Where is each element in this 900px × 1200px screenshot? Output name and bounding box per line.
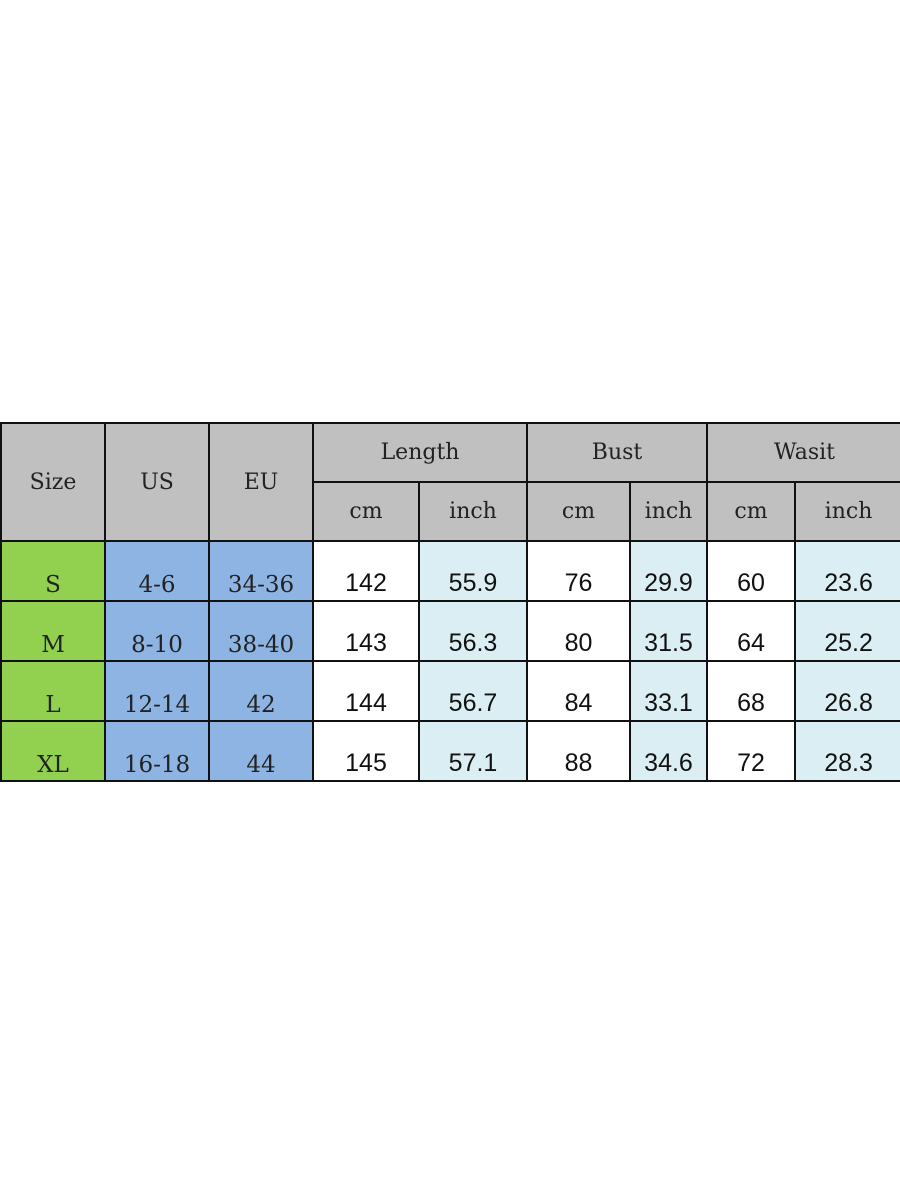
unit-cell: inch (794, 481, 900, 542)
measurement-cell: 60 (706, 540, 797, 602)
measurement-cell: 143 (312, 600, 420, 662)
eu-cell: 34-36 (208, 540, 314, 602)
header-row: Size US EU Length Bust Wasit (0, 422, 900, 542)
table-row: L 12-14 42 144 56.7 84 33.1 68 26.8 (0, 660, 900, 722)
header-eu: EU (208, 422, 314, 542)
unit-row: cm inch cm inch cm inch (1, 481, 900, 542)
header-length: Length (311, 422, 529, 483)
size-cell: S (0, 540, 106, 602)
measurement-cell: 33.1 (629, 660, 709, 722)
unit-cell: inch (629, 481, 709, 542)
measurement-cell: 84 (526, 660, 632, 722)
us-cell: 4-6 (104, 540, 210, 602)
measurement-cell: 145 (312, 720, 420, 782)
unit-cell: inch (417, 481, 529, 542)
measurement-cell: 26.8 (794, 660, 900, 722)
measurement-cell: 25.2 (794, 600, 900, 662)
unit-cell: cm (526, 481, 632, 542)
eu-cell: 44 (208, 720, 314, 782)
measurement-cell: 142 (312, 540, 420, 602)
measurement-cell: 64 (706, 600, 797, 662)
us-cell: 16-18 (104, 720, 210, 782)
header-waist: Wasit (706, 422, 900, 483)
measurement-cell: 29.9 (629, 540, 709, 602)
measurement-cell: 88 (526, 720, 632, 782)
header-bust: Bust (526, 422, 709, 483)
measurement-cell: 80 (526, 600, 632, 662)
measurement-cell: 55.9 (417, 540, 529, 602)
measurement-cell: 76 (526, 540, 632, 602)
table-row: M 8-10 38-40 143 56.3 80 31.5 64 25.2 (0, 600, 900, 662)
eu-cell: 38-40 (208, 600, 314, 662)
eu-cell: 42 (208, 660, 314, 722)
table-row: XL 16-18 44 145 57.1 88 34.6 72 28.3 (0, 720, 900, 782)
size-cell: M (0, 600, 106, 662)
header-us: US (104, 422, 210, 542)
measurement-cell: 28.3 (794, 720, 900, 782)
measurement-cell: 144 (312, 660, 420, 722)
size-cell: L (0, 660, 106, 722)
measurement-cell: 56.7 (417, 660, 529, 722)
measurement-cell: 68 (706, 660, 797, 722)
size-chart-table: Size US EU Length Bust Wasit cm inch cm … (0, 422, 900, 782)
measurement-cell: 72 (706, 720, 797, 782)
measurement-cell: 56.3 (417, 600, 529, 662)
unit-cell: cm (706, 481, 797, 542)
measurement-cell: 57.1 (417, 720, 529, 782)
measurement-cell: 31.5 (629, 600, 709, 662)
size-cell: XL (0, 720, 106, 782)
measurement-cell: 23.6 (794, 540, 900, 602)
header-size: Size (0, 422, 106, 542)
us-cell: 12-14 (104, 660, 210, 722)
table-row: S 4-6 34-36 142 55.9 76 29.9 60 23.6 (0, 540, 900, 602)
unit-cell: cm (312, 481, 420, 542)
us-cell: 8-10 (104, 600, 210, 662)
measurement-cell: 34.6 (629, 720, 709, 782)
